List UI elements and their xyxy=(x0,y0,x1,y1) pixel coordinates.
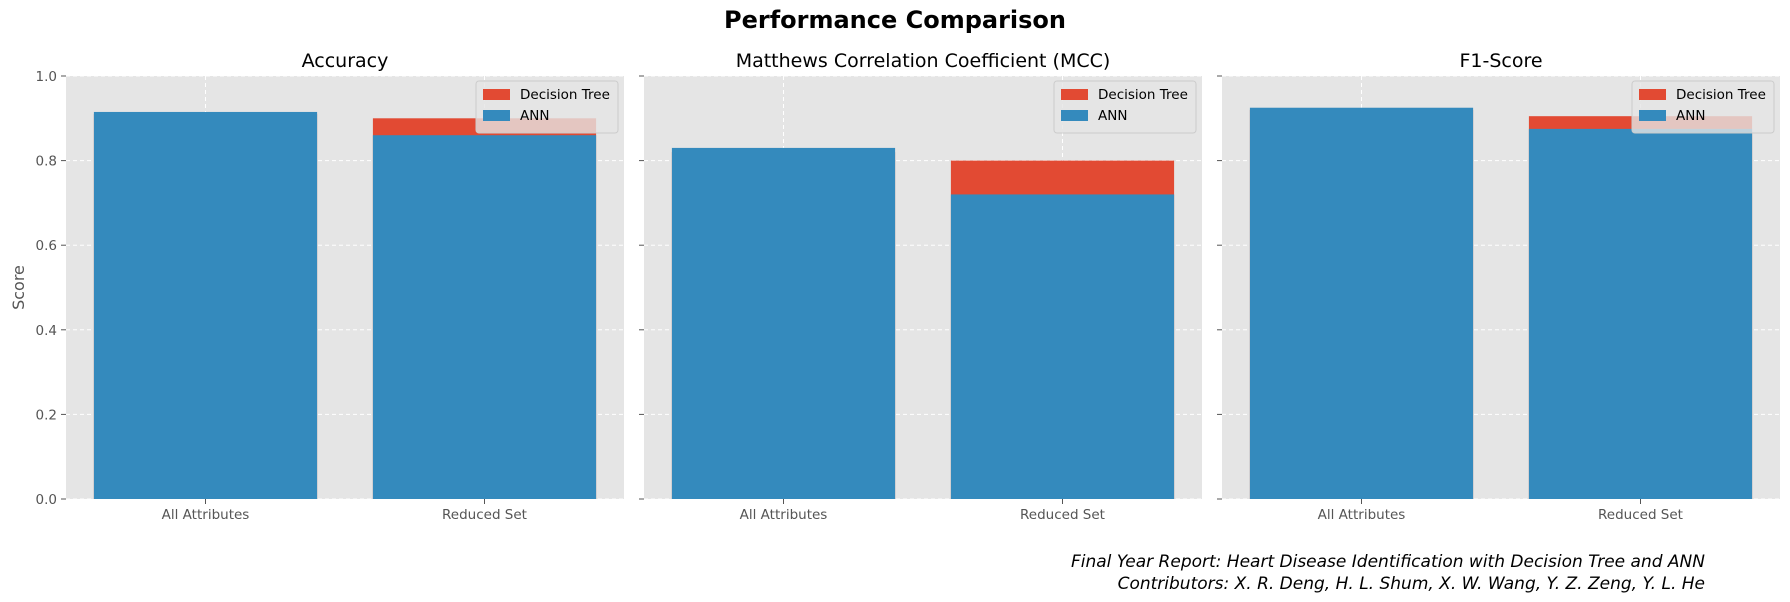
legend-box xyxy=(1631,80,1775,134)
panel-3: All Attributes Reduced Set F1-Score Decisio… xyxy=(1217,50,1780,523)
y-tick-label: 0.2 xyxy=(36,407,57,423)
legend-swatch xyxy=(1061,89,1088,100)
bar-ann xyxy=(671,147,896,499)
legend-label: Decision Tree xyxy=(1676,87,1766,103)
y-tick-label: 0.6 xyxy=(36,238,57,254)
footer-report-title: Final Year Report: Heart Disease Identif… xyxy=(1071,552,1705,572)
legend-label: Decision Tree xyxy=(520,87,610,103)
legend: Decision Tree ANN xyxy=(1631,80,1775,134)
legend-box xyxy=(1053,80,1197,134)
legend-swatch xyxy=(1061,110,1088,121)
legend-swatch xyxy=(1639,89,1666,100)
y-tick-label: 0.8 xyxy=(36,154,57,170)
panel-title: F1-Score xyxy=(1459,50,1542,72)
bar-ann xyxy=(372,135,597,499)
x-tick-label: Reduced Set xyxy=(1020,507,1105,523)
legend-swatch xyxy=(1639,110,1666,121)
legend-swatch xyxy=(483,110,510,121)
legend-box xyxy=(475,80,619,134)
bar-ann xyxy=(950,194,1175,499)
x-tick-label: All Attributes xyxy=(740,507,828,523)
x-tick-label: All Attributes xyxy=(162,507,250,523)
chart-suptitle: Performance Comparison xyxy=(724,6,1066,34)
panel-1: 0.0 0.2 0.4 0.6 0.8 1.0 All Attributes Reduced … xyxy=(36,50,624,523)
legend-label: ANN xyxy=(520,108,549,124)
panel-title: Matthews Correlation Coefficient (MCC) xyxy=(736,50,1111,72)
legend-label: Decision Tree xyxy=(1098,87,1188,103)
legend-label: ANN xyxy=(1098,108,1127,124)
legend-swatch xyxy=(483,89,510,100)
footer-contributors: Contributors: X. R. Deng, H. L. Shum, X.… xyxy=(1118,574,1705,594)
legend: Decision Tree ANN xyxy=(1053,80,1197,134)
panel-2: All Attributes Reduced Set Matthews Correl… xyxy=(639,50,1202,523)
panel-title: Accuracy xyxy=(302,50,389,72)
x-tick-label: All Attributes xyxy=(1318,507,1406,523)
bar-ann xyxy=(1249,107,1474,499)
y-tick-label: 0.4 xyxy=(36,323,57,339)
bar-ann xyxy=(93,111,318,499)
bar-ann xyxy=(1528,128,1753,499)
legend: Decision Tree ANN xyxy=(475,80,619,134)
y-axis-label: Score xyxy=(9,265,28,310)
x-tick-label: Reduced Set xyxy=(442,507,527,523)
legend-label: ANN xyxy=(1676,108,1705,124)
y-tick-label: 1.0 xyxy=(36,69,57,85)
x-tick-label: Reduced Set xyxy=(1598,507,1683,523)
y-tick-label: 0.0 xyxy=(36,492,57,508)
